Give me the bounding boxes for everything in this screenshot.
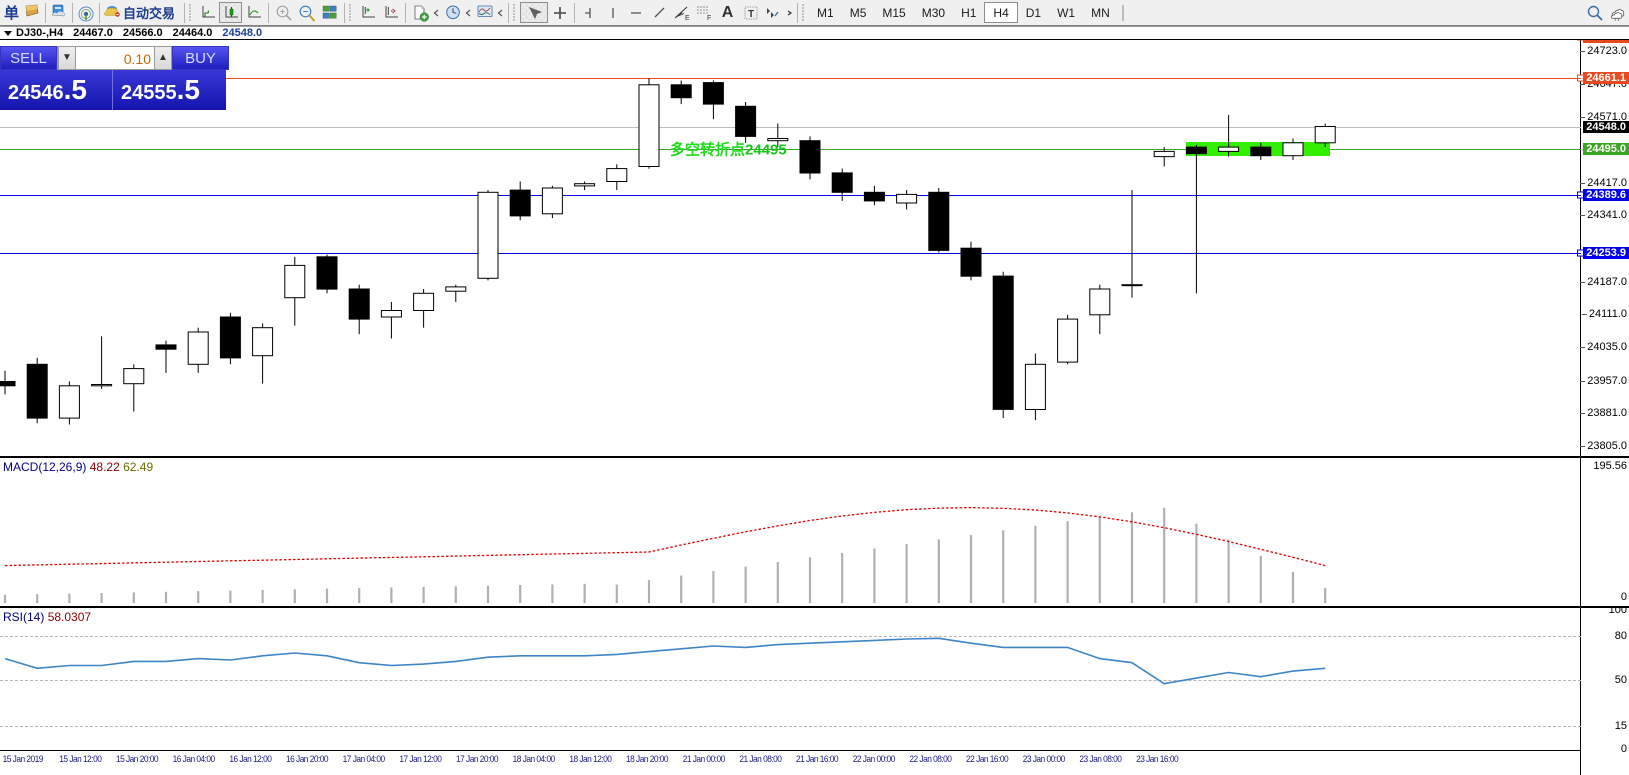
svg-text:E: E (685, 15, 690, 22)
svg-text:F: F (707, 15, 711, 22)
svg-text:T: T (748, 9, 754, 20)
